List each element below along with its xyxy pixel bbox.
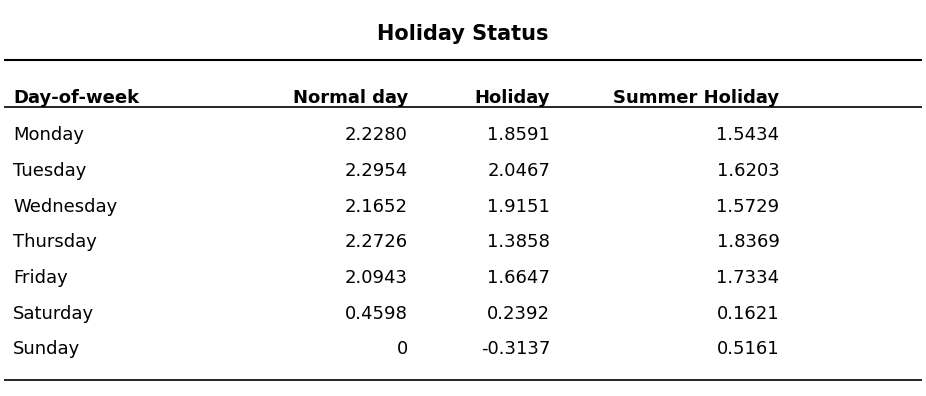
- Text: 1.8369: 1.8369: [717, 233, 780, 251]
- Text: Holiday Status: Holiday Status: [377, 23, 549, 44]
- Text: Tuesday: Tuesday: [13, 162, 87, 180]
- Text: 0.2392: 0.2392: [487, 305, 550, 323]
- Text: Thursday: Thursday: [13, 233, 97, 251]
- Text: 1.5729: 1.5729: [717, 198, 780, 215]
- Text: 1.7334: 1.7334: [717, 269, 780, 287]
- Text: 1.6203: 1.6203: [717, 162, 780, 180]
- Text: 1.8591: 1.8591: [487, 126, 550, 144]
- Text: 1.9151: 1.9151: [487, 198, 550, 215]
- Text: 2.1652: 2.1652: [345, 198, 408, 215]
- Text: Saturday: Saturday: [13, 305, 94, 323]
- Text: Holiday: Holiday: [475, 89, 550, 107]
- Text: 0.4598: 0.4598: [345, 305, 408, 323]
- Text: 1.3858: 1.3858: [487, 233, 550, 251]
- Text: 1.5434: 1.5434: [717, 126, 780, 144]
- Text: Sunday: Sunday: [13, 340, 81, 358]
- Text: 2.2280: 2.2280: [345, 126, 408, 144]
- Text: 0.5161: 0.5161: [717, 340, 780, 358]
- Text: Wednesday: Wednesday: [13, 198, 118, 215]
- Text: 0: 0: [396, 340, 408, 358]
- Text: 1.6647: 1.6647: [487, 269, 550, 287]
- Text: Friday: Friday: [13, 269, 69, 287]
- Text: -0.3137: -0.3137: [481, 340, 550, 358]
- Text: Day-of-week: Day-of-week: [13, 89, 140, 107]
- Text: 2.2954: 2.2954: [344, 162, 408, 180]
- Text: Monday: Monday: [13, 126, 84, 144]
- Text: Summer Holiday: Summer Holiday: [613, 89, 780, 107]
- Text: 2.0467: 2.0467: [487, 162, 550, 180]
- Text: 2.0943: 2.0943: [345, 269, 408, 287]
- Text: Normal day: Normal day: [293, 89, 408, 107]
- Text: 2.2726: 2.2726: [344, 233, 408, 251]
- Text: 0.1621: 0.1621: [717, 305, 780, 323]
